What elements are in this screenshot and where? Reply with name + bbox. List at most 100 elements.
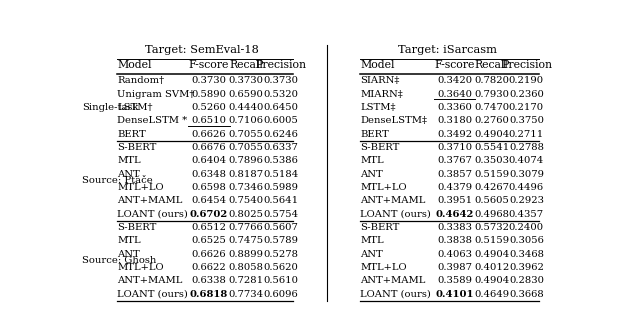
- Text: MTL: MTL: [117, 156, 141, 165]
- Text: 0.6404: 0.6404: [191, 156, 227, 165]
- Text: 0.3962: 0.3962: [509, 263, 544, 272]
- Text: DenseLSTM *: DenseLSTM *: [117, 116, 188, 125]
- Text: Single-task: Single-task: [83, 103, 139, 112]
- Text: ANT+MAML: ANT+MAML: [360, 196, 426, 205]
- Text: 0.3383: 0.3383: [437, 223, 472, 232]
- Text: 0.3750: 0.3750: [509, 116, 544, 125]
- Text: LSTM†: LSTM†: [117, 103, 153, 112]
- Text: 0.3857: 0.3857: [437, 170, 472, 179]
- Text: 0.8058: 0.8058: [228, 263, 264, 272]
- Text: 0.3838: 0.3838: [437, 236, 472, 245]
- Text: 0.7734: 0.7734: [228, 290, 264, 298]
- Text: 0.7106: 0.7106: [228, 116, 264, 125]
- Text: 0.6337: 0.6337: [264, 143, 298, 152]
- Text: ANT: ANT: [360, 250, 383, 259]
- Text: ANT: ANT: [360, 170, 383, 179]
- Text: 0.2400: 0.2400: [509, 223, 544, 232]
- Text: MTL+LO: MTL+LO: [360, 263, 407, 272]
- Text: 0.5386: 0.5386: [264, 156, 298, 165]
- Text: S-BERT: S-BERT: [360, 223, 399, 232]
- Text: 0.5732: 0.5732: [474, 223, 509, 232]
- Text: 0.3668: 0.3668: [509, 290, 544, 298]
- Text: Precision: Precision: [255, 60, 307, 70]
- Text: 0.6450: 0.6450: [264, 103, 298, 112]
- Text: 0.5278: 0.5278: [264, 250, 298, 259]
- Text: MTL+LO: MTL+LO: [117, 183, 164, 192]
- Text: 0.2711: 0.2711: [509, 130, 544, 139]
- Text: 0.5541: 0.5541: [474, 143, 509, 152]
- Text: 0.4379: 0.4379: [437, 183, 472, 192]
- Text: 0.4904: 0.4904: [474, 276, 509, 285]
- Text: 0.3360: 0.3360: [437, 103, 472, 112]
- Text: 0.5754: 0.5754: [263, 210, 298, 218]
- Text: 0.6590: 0.6590: [228, 90, 264, 99]
- Text: 0.2360: 0.2360: [509, 90, 544, 99]
- Text: 0.5184: 0.5184: [263, 170, 298, 179]
- Text: Model: Model: [117, 60, 152, 70]
- Text: MTL: MTL: [360, 236, 384, 245]
- Text: 0.4012: 0.4012: [474, 263, 509, 272]
- Text: F-score: F-score: [189, 60, 229, 70]
- Text: 0.5159: 0.5159: [474, 170, 509, 179]
- Text: 0.4440: 0.4440: [228, 103, 264, 112]
- Text: 0.2190: 0.2190: [509, 76, 544, 85]
- Text: Random†: Random†: [117, 76, 164, 85]
- Text: S-BERT: S-BERT: [117, 223, 157, 232]
- Text: 0.2830: 0.2830: [509, 276, 544, 285]
- Text: Target: iSarcasm: Target: iSarcasm: [397, 45, 497, 55]
- Text: ANT+MAML: ANT+MAML: [117, 276, 182, 285]
- Text: SIARN‡: SIARN‡: [360, 76, 399, 85]
- Text: MTL: MTL: [117, 236, 141, 245]
- Text: 0.5605: 0.5605: [474, 196, 509, 205]
- Text: 0.6702: 0.6702: [190, 210, 228, 218]
- Text: 0.2788: 0.2788: [509, 143, 544, 152]
- Text: 0.3767: 0.3767: [437, 156, 472, 165]
- Text: 0.4101: 0.4101: [435, 290, 474, 298]
- Text: ANT+MAML: ANT+MAML: [360, 276, 426, 285]
- Text: 0.5320: 0.5320: [264, 90, 298, 99]
- Text: LOANT (ours): LOANT (ours): [117, 210, 188, 218]
- Text: 0.5890: 0.5890: [191, 90, 227, 99]
- Text: LSTM‡: LSTM‡: [360, 103, 396, 112]
- Text: 0.7281: 0.7281: [228, 276, 264, 285]
- Text: Unigram SVM†: Unigram SVM†: [117, 90, 195, 99]
- Text: Target: SemEval-18: Target: SemEval-18: [145, 45, 259, 55]
- Text: 0.6510: 0.6510: [191, 116, 227, 125]
- Text: 0.6676: 0.6676: [191, 143, 227, 152]
- Text: MTL: MTL: [360, 156, 384, 165]
- Text: Recall: Recall: [475, 60, 509, 70]
- Text: 0.6622: 0.6622: [191, 263, 227, 272]
- Text: 0.4904: 0.4904: [474, 250, 509, 259]
- Text: 0.5607: 0.5607: [264, 223, 298, 232]
- Text: 0.7346: 0.7346: [228, 183, 264, 192]
- Text: LOANT (ours): LOANT (ours): [117, 290, 188, 298]
- Text: 0.7820: 0.7820: [474, 76, 509, 85]
- Text: Source: Ptáče: Source: Ptáče: [83, 176, 153, 185]
- Text: 0.6626: 0.6626: [191, 250, 227, 259]
- Text: ANT+MAML: ANT+MAML: [117, 196, 182, 205]
- Text: 0.7470: 0.7470: [474, 103, 509, 112]
- Text: 0.3730: 0.3730: [228, 76, 264, 85]
- Text: BERT: BERT: [117, 130, 146, 139]
- Text: 0.8187: 0.8187: [228, 170, 264, 179]
- Text: 0.2923: 0.2923: [509, 196, 544, 205]
- Text: 0.5989: 0.5989: [264, 183, 298, 192]
- Text: 0.3503: 0.3503: [474, 156, 509, 165]
- Text: 0.7896: 0.7896: [228, 156, 264, 165]
- Text: 0.5159: 0.5159: [474, 236, 509, 245]
- Text: Source: Ghosh: Source: Ghosh: [83, 256, 157, 265]
- Text: ANT: ANT: [117, 170, 140, 179]
- Text: Precision: Precision: [501, 60, 552, 70]
- Text: 0.6338: 0.6338: [191, 276, 227, 285]
- Text: 0.7055: 0.7055: [228, 130, 264, 139]
- Text: 0.8025: 0.8025: [228, 210, 264, 218]
- Text: 0.7930: 0.7930: [474, 90, 509, 99]
- Text: 0.3079: 0.3079: [509, 170, 544, 179]
- Text: F-score: F-score: [435, 60, 475, 70]
- Text: 0.3951: 0.3951: [437, 196, 472, 205]
- Text: DenseLSTM‡: DenseLSTM‡: [360, 116, 428, 125]
- Text: S-BERT: S-BERT: [360, 143, 399, 152]
- Text: 0.6348: 0.6348: [191, 170, 227, 179]
- Text: MTL+LO: MTL+LO: [117, 263, 164, 272]
- Text: 0.5620: 0.5620: [264, 263, 298, 272]
